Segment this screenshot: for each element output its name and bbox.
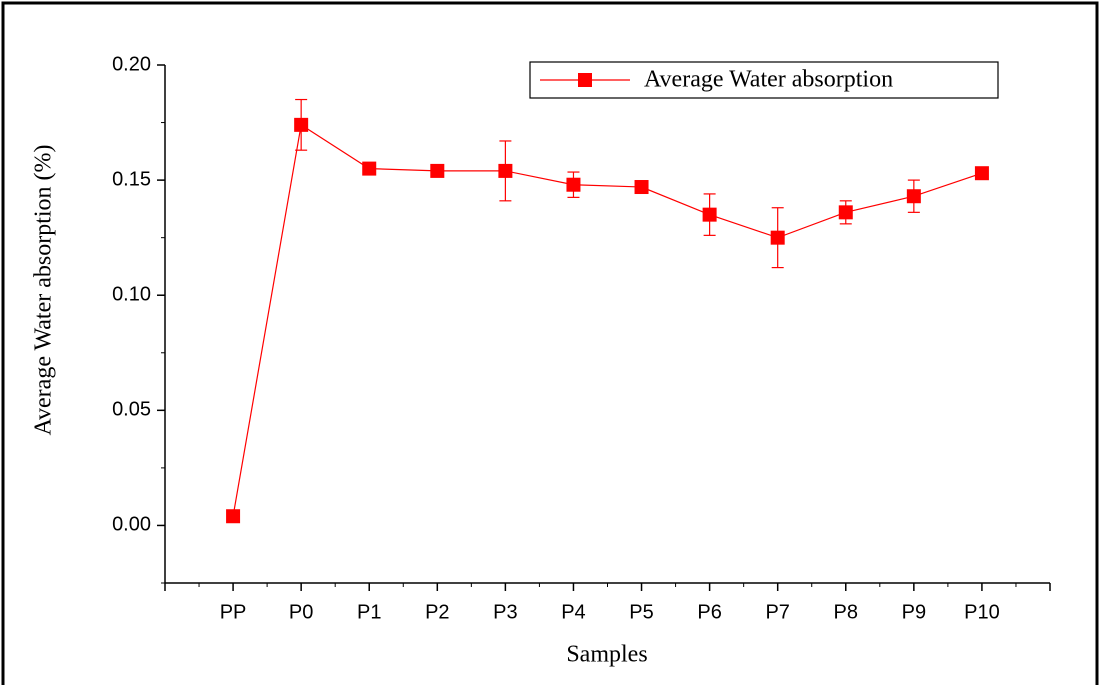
marker bbox=[770, 230, 785, 245]
x-tick-label: P8 bbox=[834, 601, 858, 623]
y-axis-title: Average Water absorption (%) bbox=[31, 144, 57, 435]
legend-marker bbox=[578, 73, 592, 87]
marker bbox=[362, 161, 377, 176]
x-tick-label: PP bbox=[220, 601, 247, 623]
x-tick-label: P2 bbox=[425, 601, 449, 623]
y-tick-label: 0.00 bbox=[112, 514, 151, 536]
marker bbox=[226, 509, 241, 524]
marker bbox=[294, 117, 309, 132]
marker bbox=[906, 189, 921, 204]
legend-box bbox=[529, 61, 999, 99]
x-tick-label: P9 bbox=[902, 601, 926, 623]
marker bbox=[430, 163, 445, 178]
x-tick-label: P5 bbox=[629, 601, 653, 623]
y-tick-label: 0.10 bbox=[112, 284, 151, 306]
x-tick-label: P4 bbox=[561, 601, 585, 623]
marker bbox=[566, 177, 581, 192]
marker bbox=[702, 207, 717, 222]
marker bbox=[838, 205, 853, 220]
x-axis-title: Samples bbox=[566, 642, 647, 668]
y-tick-label: 0.15 bbox=[112, 168, 151, 190]
x-tick-label: P7 bbox=[765, 601, 789, 623]
y-tick-label: 0.05 bbox=[112, 399, 151, 421]
x-tick-label: P10 bbox=[964, 601, 1000, 623]
marker bbox=[974, 166, 989, 181]
legend-label: Average Water absorption bbox=[644, 67, 893, 93]
x-tick-label: P0 bbox=[289, 601, 313, 623]
y-tick-label: 0.20 bbox=[112, 53, 151, 75]
x-tick-label: P3 bbox=[493, 601, 517, 623]
data-line bbox=[232, 123, 983, 517]
x-tick-label: P1 bbox=[357, 601, 381, 623]
x-tick-label: P6 bbox=[697, 601, 721, 623]
marker bbox=[498, 163, 513, 178]
marker bbox=[634, 180, 649, 195]
